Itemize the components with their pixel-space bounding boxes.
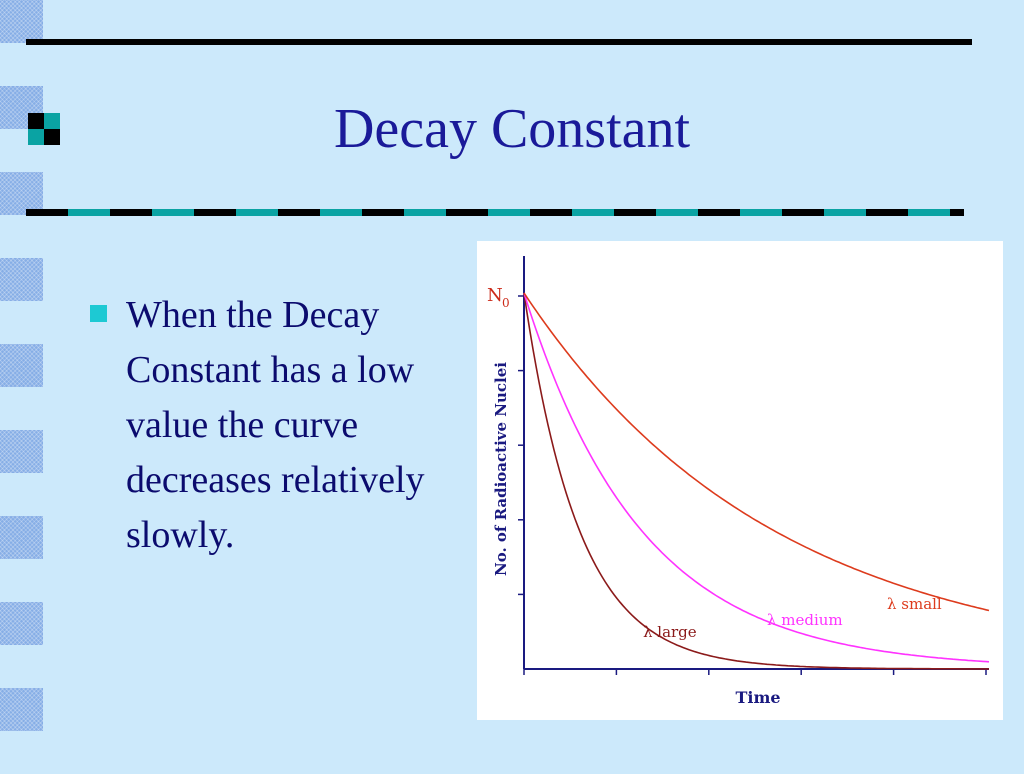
top-rule	[26, 39, 972, 45]
strip-cell	[0, 43, 43, 86]
series-line-small	[523, 292, 990, 612]
bullet-text: When the Decay Constant has a low value …	[126, 294, 425, 556]
chart-y-axis-label: No. of Radioactive Nuclei	[492, 362, 510, 576]
series-line-large	[523, 292, 989, 670]
chart-y-origin-subscript: 0	[502, 296, 510, 310]
series-line-medium	[523, 292, 990, 663]
series-label-medium: λ medium	[767, 611, 843, 629]
slide-title: Decay Constant	[333, 98, 691, 160]
bullet-square-icon	[90, 305, 107, 322]
chart-x-axis-label: Time	[735, 688, 780, 707]
series-label-small: λ small	[887, 595, 942, 613]
dashed-rule	[26, 209, 964, 216]
strip-cell	[0, 215, 43, 258]
series-label-large: λ large	[643, 623, 697, 641]
strip-cell	[0, 645, 43, 688]
strip-cell	[0, 301, 43, 344]
title-checker-icon	[28, 113, 60, 145]
chart-y-origin-label: N	[487, 285, 503, 306]
decay-chart-svg: N 0 No. of Radioactive Nuclei Time λ lar…	[487, 256, 990, 707]
strip-cell	[0, 731, 43, 774]
strip-cell	[0, 559, 43, 602]
strip-cell	[0, 387, 43, 430]
decay-chart: N 0 No. of Radioactive Nuclei Time λ lar…	[477, 241, 1003, 720]
strip-cell	[0, 473, 43, 516]
